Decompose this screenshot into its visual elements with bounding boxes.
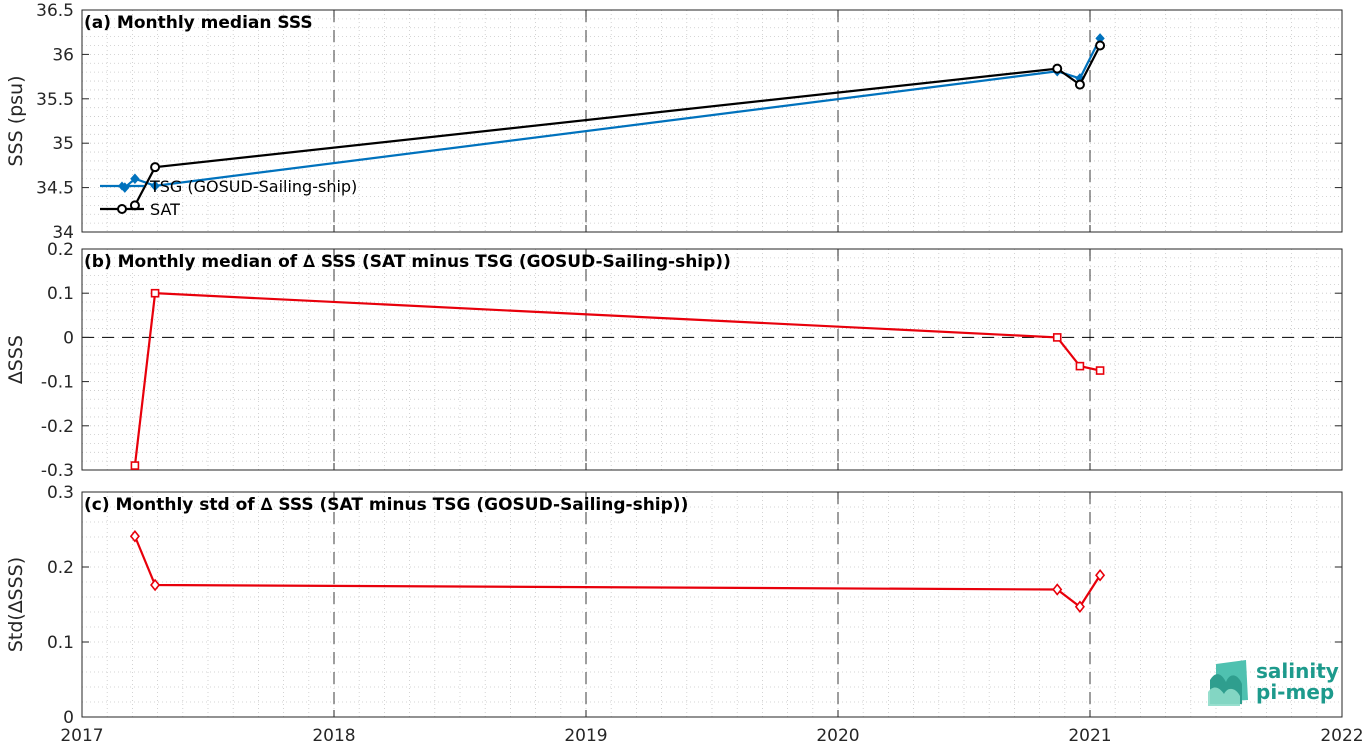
data-point: [130, 173, 140, 184]
panels: 34 34.5 35 35.5 36 36.5 SSS (psu) TSG (GOSUD-Sa…: [5, 1, 1364, 745]
data-point: [1052, 333, 1062, 342]
x-tick-label: 2019: [564, 726, 607, 745]
y-tick-label: 0: [63, 328, 74, 348]
logo-text-pi-mep: pi-mep: [1256, 680, 1334, 704]
y-tick-label: 0.2: [47, 558, 74, 578]
x-tick-label: 2020: [816, 726, 859, 745]
data-point: [150, 578, 161, 592]
legend-marker: [118, 181, 126, 191]
legend-marker: [117, 204, 127, 214]
plot-area: [82, 249, 1342, 470]
legend-entry: TSG (GOSUD-Sailing-ship): [149, 177, 357, 196]
axes-box: [81, 491, 1343, 718]
data-point: [150, 162, 161, 173]
y-tick-label: 35.5: [36, 90, 74, 110]
data-point: [1095, 568, 1106, 582]
panel-title: (c) Monthly std of ∆ SSS (SAT minus TSG …: [84, 495, 688, 515]
data-point: [130, 461, 140, 470]
x-tick-label: 2021: [1068, 726, 1111, 745]
y-tick-label: 36.5: [36, 1, 74, 21]
data-point: [150, 288, 160, 298]
data-point: [1075, 361, 1085, 371]
x-tick-label: 2022: [1320, 726, 1363, 745]
data-point: [150, 180, 160, 192]
series-1: [130, 288, 1105, 470]
y-tick-label: 0: [63, 708, 74, 728]
panel-title: (a) Monthly median SSS: [84, 13, 313, 33]
y-tick-label: -0.3: [41, 461, 74, 481]
data-point: [1052, 63, 1063, 74]
minor-grid: [82, 492, 1342, 717]
y-tick-label: 0.1: [47, 284, 74, 304]
y-axis-label: ∆SSS: [5, 335, 27, 385]
data-point: [1052, 583, 1063, 596]
panel-1: 34 34.5 35 35.5 36 36.5 SSS (psu) TSG (GOSUD-Sa…: [5, 1, 1343, 243]
logo-text-salinity: salinity: [1256, 659, 1339, 683]
series-2: [129, 40, 1106, 211]
salinity-pi-mep-logo: salinity pi-mep: [1208, 659, 1339, 706]
legend-entry: SAT: [150, 200, 180, 219]
panel-2: -0.3 -0.2 -0.1 0 0.1 0.2 ∆SSS (b) Monthly media…: [5, 240, 1343, 481]
y-tick-label: 0.2: [47, 240, 74, 260]
axes-box: [81, 248, 1343, 471]
data-point: [1074, 600, 1085, 614]
y-tick-label: 0.1: [47, 633, 74, 653]
data-point: [129, 529, 140, 543]
y-tick-label: 34: [52, 223, 74, 243]
x-tick-label: 2017: [60, 726, 103, 745]
legend: TSG (GOSUD-Sailing-ship) SAT: [100, 177, 357, 219]
y-tick-label: -0.2: [41, 417, 74, 437]
series-1: [129, 529, 1106, 614]
y-tick-label: 36: [52, 45, 74, 65]
y-tick-label: 35: [52, 134, 74, 154]
data-point: [1095, 40, 1106, 51]
panel-3: 0 0.1 0.2 0.3 2017 2018 2019 2020 2021 2022 Std(∆S…: [5, 483, 1364, 745]
minor-grid: [82, 249, 1342, 470]
y-tick-label: 0.3: [47, 483, 74, 503]
axes-box: [81, 9, 1343, 233]
y-tick-label: 34.5: [36, 179, 74, 199]
data-point: [1095, 366, 1105, 375]
x-tick-label: 2018: [312, 726, 355, 745]
data-point: [1074, 79, 1085, 90]
y-axis-label: SSS (psu): [5, 75, 27, 166]
panel-title: (b) Monthly median of ∆ SSS (SAT minus T…: [84, 252, 731, 272]
y-tick-label: -0.1: [41, 373, 74, 393]
y-axis-label: Std(∆SSS): [5, 557, 27, 652]
